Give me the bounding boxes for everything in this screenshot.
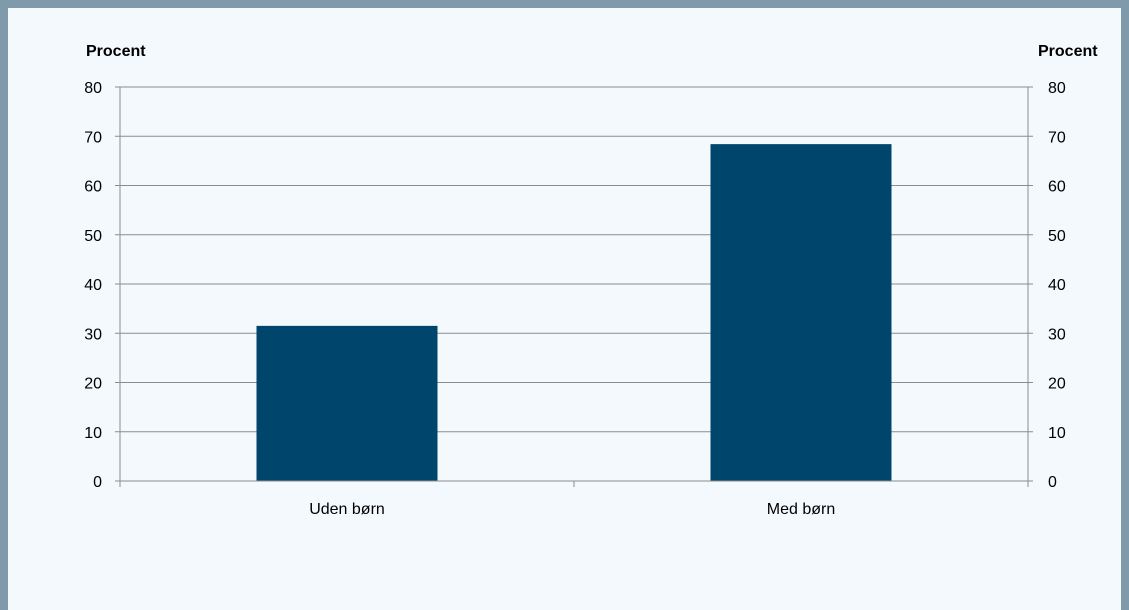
figure-header-strip xyxy=(0,0,1129,8)
y-tick-label-left: 20 xyxy=(84,376,102,393)
y-tick-label-right: 70 xyxy=(1048,129,1066,146)
y-tick-label-left: 0 xyxy=(93,474,102,491)
y-tick-label-left: 50 xyxy=(84,228,102,245)
y-tick-label-right: 50 xyxy=(1048,228,1066,245)
gridlines xyxy=(120,86,1028,433)
axes xyxy=(115,86,1033,487)
bar xyxy=(710,144,892,481)
y-tick-label-left: 70 xyxy=(84,129,102,146)
y-tick-label-right: 30 xyxy=(1048,326,1066,343)
x-category-label: Uden børn xyxy=(309,501,385,518)
y-tick-label-right: 20 xyxy=(1048,376,1066,393)
bar xyxy=(256,325,438,481)
y-tick-label-right: 10 xyxy=(1048,425,1066,442)
x-category-label: Med børn xyxy=(767,501,835,518)
y-axis-right-label: Procent xyxy=(1038,43,1098,60)
y-tick-label-left: 80 xyxy=(84,80,102,97)
y-tick-label-left: 40 xyxy=(84,277,102,294)
y-tick-label-left: 30 xyxy=(84,326,102,343)
y-tick-label-right: 0 xyxy=(1048,474,1057,491)
y-tick-label-right: 80 xyxy=(1048,80,1066,97)
tick-labels: 0 0 10 10 20 20 30 30 40 40 50 50 60 60 70 70 80 80 Uden b… xyxy=(84,80,1066,518)
y-tick-label-left: 10 xyxy=(84,425,102,442)
y-tick-label-right: 40 xyxy=(1048,277,1066,294)
y-tick-label-left: 60 xyxy=(84,179,102,196)
bars xyxy=(256,144,892,481)
bar-chart: 0 0 10 10 20 20 30 30 40 40 50 50 60 60 70 70 80 80 Uden b… xyxy=(84,80,1066,518)
y-tick-label-right: 60 xyxy=(1048,179,1066,196)
y-axis-left-label: Procent xyxy=(86,43,146,60)
chart-panel: Procent Procent 0 0 10 10 20 20 30 30 40 40 50 50 60… xyxy=(8,8,1121,610)
